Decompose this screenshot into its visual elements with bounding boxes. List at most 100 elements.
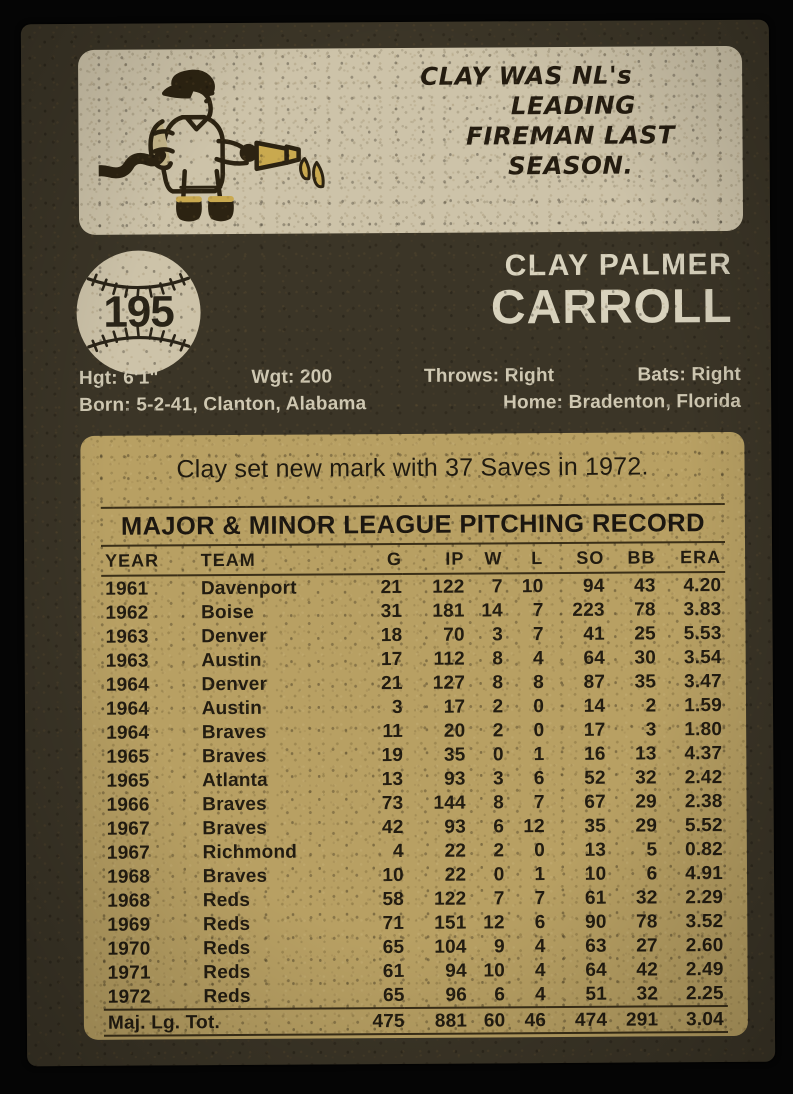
cell-g: 61 <box>382 960 405 982</box>
cell-g: 18 <box>380 624 403 646</box>
cell-team: Reds <box>202 889 251 911</box>
cell-l: 1 <box>534 863 546 885</box>
player-first-names: CLAY PALMER <box>504 247 733 283</box>
column-header-bb: BB <box>604 543 656 573</box>
cell-w: 3 <box>492 623 504 645</box>
cell-era: 5.53 <box>683 622 722 644</box>
cell-l: 7 <box>532 599 544 621</box>
cell-ip: 93 <box>444 816 467 838</box>
cell-so: 67 <box>584 791 606 813</box>
cell-bb: 78 <box>636 910 658 933</box>
cell-g: 21 <box>381 672 403 694</box>
cell-ip: 70 <box>443 624 465 646</box>
cell-w: 14 <box>481 599 503 621</box>
cell-l: 12 <box>523 815 545 837</box>
cell-g: 42 <box>381 816 404 838</box>
cell-l: 1 <box>533 743 545 765</box>
cell-era: 4.91 <box>685 862 724 884</box>
cell-totals-ip: 881 <box>404 1007 468 1034</box>
cell-ip: 35 <box>443 744 466 766</box>
cell-g: 65 <box>382 984 405 1006</box>
cell-team: Reds <box>203 961 251 983</box>
cell-era: 4.37 <box>684 742 723 764</box>
cell-ip: 122 <box>432 576 465 598</box>
cell-year: 1964 <box>105 698 150 720</box>
cell-team: Reds <box>202 913 251 935</box>
cell-bb: 32 <box>635 886 658 909</box>
cell-year: 1963 <box>105 626 149 648</box>
cell-ip: 17 <box>443 696 466 718</box>
cell-l: 0 <box>533 695 545 717</box>
vitals-bats: Bats: Right <box>637 363 742 386</box>
cell-so: 63 <box>585 935 607 957</box>
cell-so: 87 <box>583 671 606 693</box>
cell-l: 8 <box>533 671 545 693</box>
cell-w: 2 <box>492 719 504 741</box>
cell-g: 31 <box>380 600 403 622</box>
cell-bb: 29 <box>635 790 657 813</box>
cell-g: 65 <box>382 936 405 958</box>
cell-so: 17 <box>583 719 606 741</box>
cell-team: Braves <box>202 817 268 839</box>
cell-team: Davenport <box>200 577 297 599</box>
cell-w: 0 <box>492 743 504 765</box>
cell-year: 1962 <box>105 602 149 624</box>
cell-g: 58 <box>382 888 405 910</box>
cell-team: Atlanta <box>202 769 268 791</box>
cell-bb: 43 <box>633 574 656 597</box>
cell-so: 223 <box>572 599 605 621</box>
table-header-row: YEAR TEAM G IP W L SO BB ERA <box>101 543 726 576</box>
card-number: 195 <box>103 287 174 337</box>
cell-era: 1.59 <box>684 694 723 716</box>
stats-panel: Clay set new mark with 37 Saves in 1972.… <box>80 431 749 1040</box>
cartoon-caption: CLAY WAS NL's LEADING FIREMAN LAST SEASO… <box>410 60 731 182</box>
cell-w: 0 <box>493 863 505 885</box>
cell-l: 4 <box>534 935 546 957</box>
cell-team: Braves <box>202 793 267 815</box>
cell-year: 1968 <box>107 890 151 912</box>
cell-year: 1965 <box>106 770 150 792</box>
cell-g: 73 <box>381 792 404 814</box>
cell-l: 10 <box>521 575 544 597</box>
cell-g: 21 <box>380 576 403 598</box>
cell-l: 7 <box>533 791 545 813</box>
cell-bb: 78 <box>634 598 656 621</box>
cell-ip: 22 <box>444 840 467 862</box>
vitals-born: Born: 5-2-41, Clanton, Alabama <box>79 393 367 416</box>
vitals-home: Home: Bradenton, Florida <box>502 390 742 414</box>
cartoon-caption-line-2: LEADING <box>510 90 636 121</box>
career-highlight-text: Clay set new mark with 37 Saves in 1972. <box>176 452 649 484</box>
cartoon-panel: CLAY WAS NL's LEADING FIREMAN LAST SEASO… <box>77 45 744 235</box>
player-info-band: 195 CLAY PALMER CARROLL Hgt: 6'1" Wgt: 2… <box>22 231 771 433</box>
cell-era: 3.83 <box>683 598 722 620</box>
cell-team: Braves <box>201 721 267 743</box>
cell-so: 35 <box>584 815 607 837</box>
cell-bb: 32 <box>636 982 659 1005</box>
cell-team: Denver <box>201 625 267 647</box>
cell-ip: 144 <box>433 792 466 814</box>
cell-g: 13 <box>381 768 404 790</box>
cell-year: 1967 <box>106 842 151 864</box>
totals-row: Maj. Lg. Tot. 475 881 60 46 474 291 3.04 <box>103 1005 728 1036</box>
table-row: 1972 Reds 65 96 6 4 51 32 2.25 <box>104 981 728 1010</box>
cell-w: 6 <box>493 815 505 837</box>
cell-totals-g: 475 <box>346 1007 405 1035</box>
cell-team: Reds <box>203 937 251 959</box>
column-header-g: G <box>343 544 403 575</box>
cell-year: 1969 <box>107 914 151 936</box>
cell-w: 6 <box>494 983 506 1005</box>
column-header-ip: IP <box>401 544 465 574</box>
cell-year: 1972 <box>107 986 151 1008</box>
cell-bb: 6 <box>646 862 658 884</box>
cell-so: 90 <box>585 911 607 933</box>
cell-totals-w: 60 <box>467 1007 506 1034</box>
cell-bb: 5 <box>646 838 658 860</box>
cell-era: 3.52 <box>685 910 724 932</box>
cell-ip: 181 <box>432 600 465 622</box>
cell-year: 1965 <box>106 746 150 768</box>
cell-g: 3 <box>391 696 403 718</box>
cell-year: 1963 <box>105 650 149 672</box>
cell-bb: 35 <box>634 670 657 693</box>
cell-team: Reds <box>203 985 251 1007</box>
